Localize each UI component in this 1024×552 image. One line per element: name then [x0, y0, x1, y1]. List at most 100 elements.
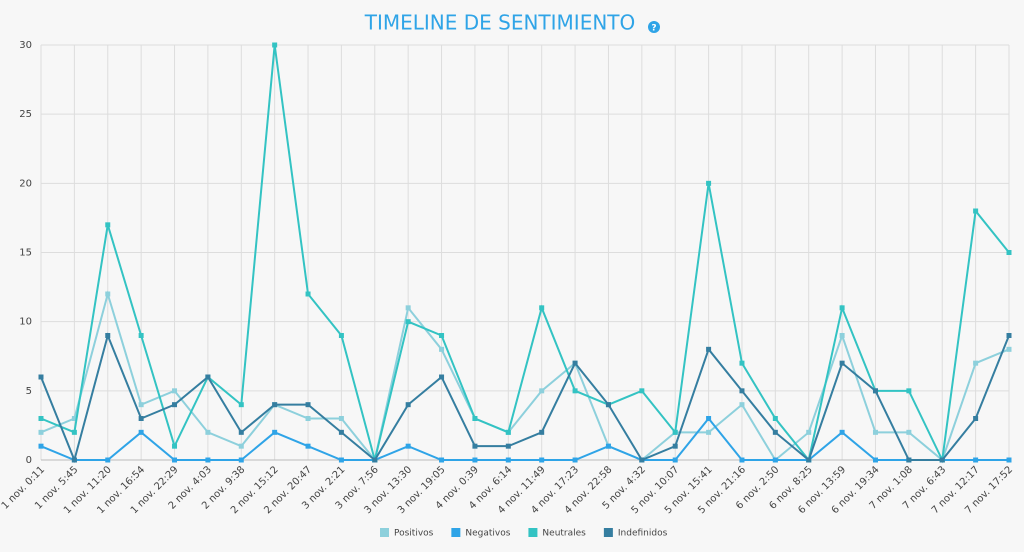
point — [71, 429, 77, 435]
point — [872, 457, 878, 463]
point — [338, 429, 344, 435]
legend-swatch — [528, 528, 538, 537]
point — [539, 388, 545, 394]
point — [906, 388, 912, 394]
point — [439, 457, 445, 463]
y-tick-label: 0 — [26, 455, 32, 466]
point — [472, 416, 478, 421]
point — [38, 429, 44, 435]
point — [338, 416, 344, 421]
point — [238, 402, 244, 408]
point — [238, 443, 244, 449]
legend-swatch — [451, 528, 461, 537]
point — [205, 374, 211, 380]
point — [1006, 333, 1012, 338]
point — [505, 443, 511, 449]
point — [739, 388, 745, 394]
legend-label: Negativos — [465, 529, 510, 539]
point — [706, 416, 712, 421]
point — [639, 457, 645, 463]
point — [872, 388, 878, 394]
point — [105, 457, 111, 463]
point — [405, 319, 411, 325]
point — [138, 333, 144, 338]
point — [172, 457, 178, 463]
point — [572, 388, 578, 394]
point — [105, 291, 111, 297]
legend-label: Positivos — [394, 529, 434, 539]
point — [973, 457, 979, 463]
point — [405, 443, 411, 449]
point — [439, 346, 445, 352]
point — [639, 388, 645, 394]
y-tick-label: 20 — [19, 178, 32, 189]
y-tick-label: 5 — [26, 386, 32, 397]
point — [706, 429, 712, 435]
point — [1006, 457, 1012, 463]
point — [1006, 250, 1012, 255]
point — [839, 333, 845, 338]
series-line — [40, 416, 1009, 461]
point — [138, 429, 144, 435]
point — [272, 402, 278, 408]
point — [539, 457, 545, 463]
point — [38, 443, 44, 449]
point — [806, 457, 812, 463]
point — [172, 388, 178, 394]
point — [472, 443, 478, 449]
point — [405, 402, 411, 408]
point — [238, 429, 244, 435]
point — [505, 457, 511, 463]
point — [205, 457, 211, 463]
point — [38, 374, 44, 380]
point — [405, 305, 411, 311]
point — [472, 457, 478, 463]
point — [605, 402, 611, 408]
point — [505, 429, 511, 435]
point — [906, 457, 912, 463]
legend-label: Indefinidos — [618, 529, 668, 539]
point — [172, 443, 178, 449]
point — [939, 457, 945, 463]
point — [439, 374, 445, 380]
point — [839, 360, 845, 366]
point — [105, 222, 111, 228]
point — [572, 457, 578, 463]
point — [572, 360, 578, 366]
point — [839, 305, 845, 311]
point — [806, 429, 812, 435]
point — [772, 416, 778, 421]
point — [439, 333, 445, 338]
point — [71, 416, 77, 421]
legend-swatch — [380, 528, 389, 537]
point — [71, 457, 77, 463]
point — [305, 443, 311, 449]
help-icon[interactable] — [648, 21, 660, 33]
point — [672, 443, 678, 449]
point — [138, 402, 144, 408]
point — [672, 457, 678, 463]
point — [605, 443, 611, 449]
y-tick-label: 10 — [19, 317, 32, 328]
point — [706, 180, 712, 186]
point — [138, 416, 144, 421]
point — [305, 291, 311, 297]
point — [739, 360, 745, 366]
legend-label: Neutrales — [542, 529, 586, 539]
point — [205, 429, 211, 435]
point — [672, 429, 678, 435]
point — [973, 360, 979, 366]
point — [305, 416, 311, 421]
point — [272, 42, 278, 48]
point — [973, 208, 979, 214]
y-tick-label: 15 — [19, 248, 32, 259]
point — [973, 416, 979, 421]
point — [772, 429, 778, 435]
help-icon-glyph[interactable]: ? — [651, 24, 656, 34]
series-line — [40, 332, 1010, 464]
point — [305, 402, 311, 408]
point — [839, 429, 845, 435]
point — [739, 457, 745, 463]
legend-swatch — [603, 528, 613, 537]
